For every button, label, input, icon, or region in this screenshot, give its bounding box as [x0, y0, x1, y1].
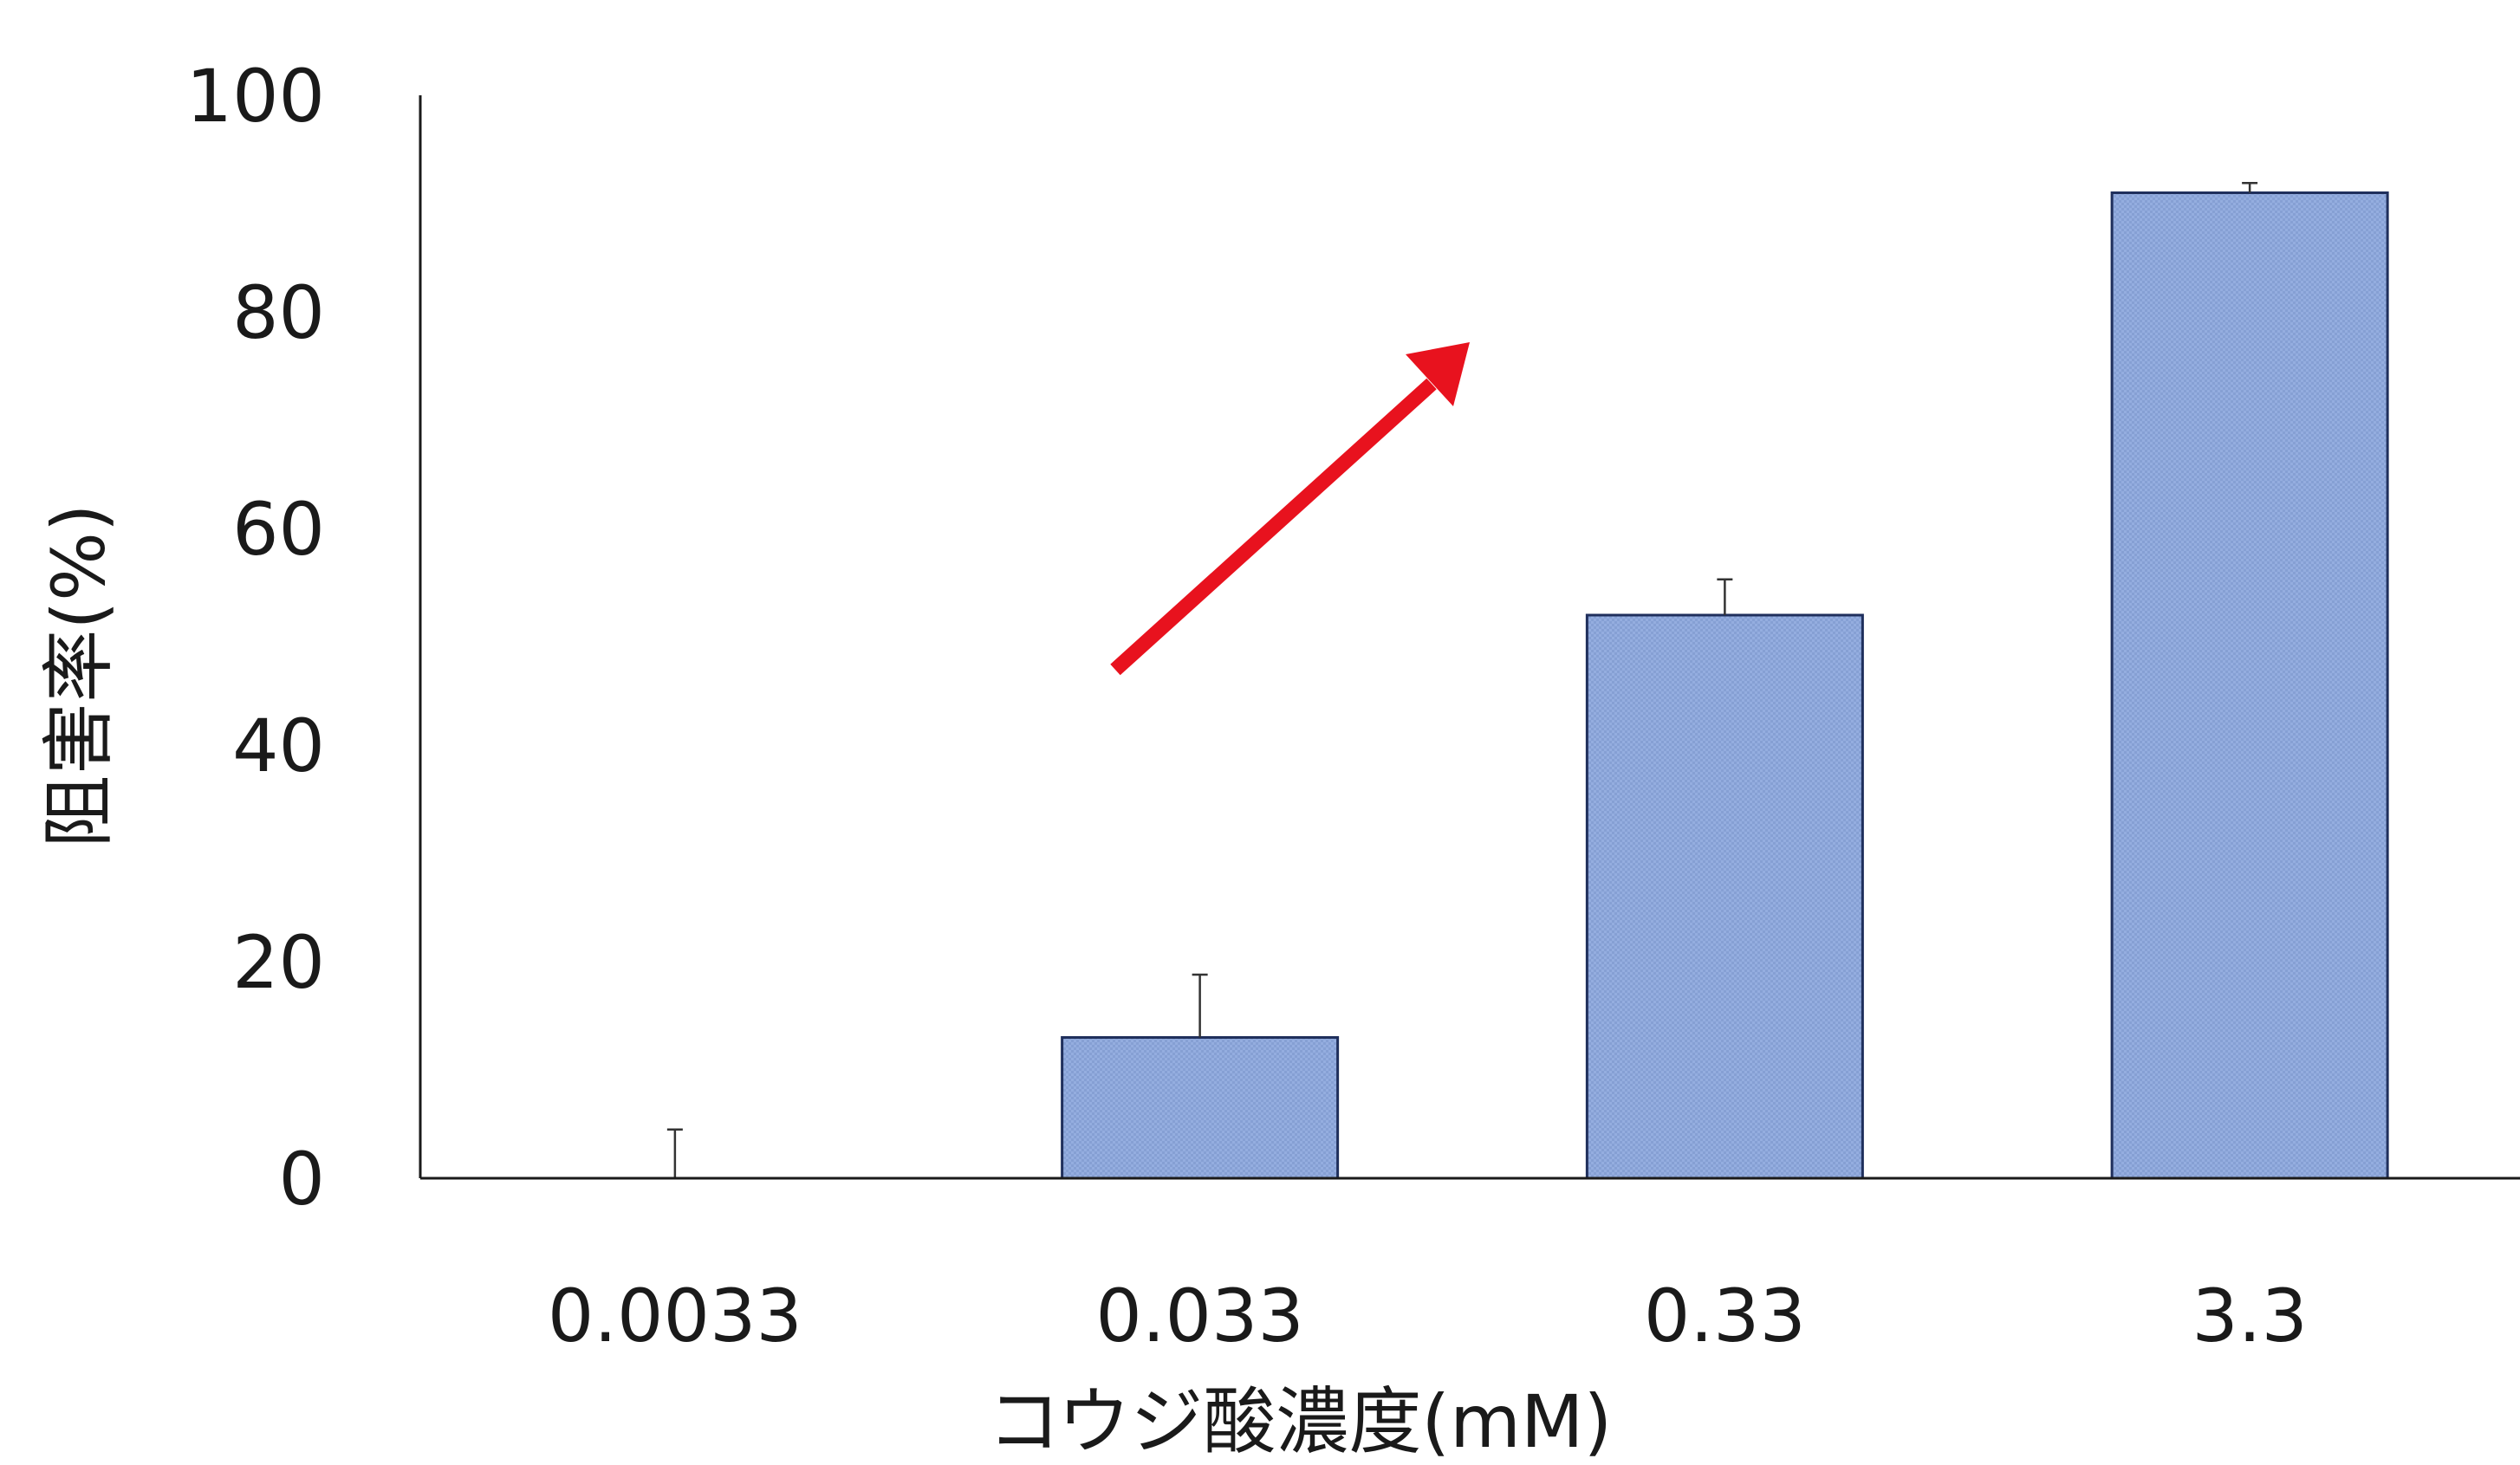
x-tick-label: 0.0033: [548, 1274, 802, 1358]
y-tick-label: 80: [232, 270, 325, 355]
error-bar: [666, 1128, 683, 1178]
x-axis-ticks: 0.0033 0.033 0.33 3.3: [548, 1274, 2308, 1358]
trend-arrow: [1110, 342, 1470, 676]
y-tick-label: 20: [232, 920, 325, 1005]
bar: [1061, 1036, 1340, 1180]
error-bar: [1192, 973, 1208, 1038]
bars: [1061, 191, 2389, 1180]
bar: [2110, 191, 2389, 1180]
trend-arrow-shaft: [1110, 378, 1437, 676]
y-axis-title: 阻害率(%): [36, 503, 121, 847]
y-tick-label: 0: [279, 1137, 325, 1222]
y-tick-label: 40: [232, 703, 325, 788]
x-tick-label: 0.033: [1095, 1274, 1303, 1358]
x-axis-title: コウジ酸濃度(mM): [988, 1379, 1612, 1464]
bar: [1585, 613, 1864, 1180]
y-tick-label: 60: [232, 487, 325, 572]
y-axis-ticks: 0 20 40 60 80 100: [186, 54, 325, 1222]
error-bars: [666, 182, 2258, 1178]
error-bar: [2242, 182, 2258, 193]
y-tick-label: 100: [186, 54, 325, 139]
x-tick-label: 0.33: [1644, 1274, 1806, 1358]
x-tick-label: 3.3: [2192, 1274, 2308, 1358]
trend-arrow-head: [1406, 342, 1470, 406]
error-bar: [1717, 578, 1733, 615]
